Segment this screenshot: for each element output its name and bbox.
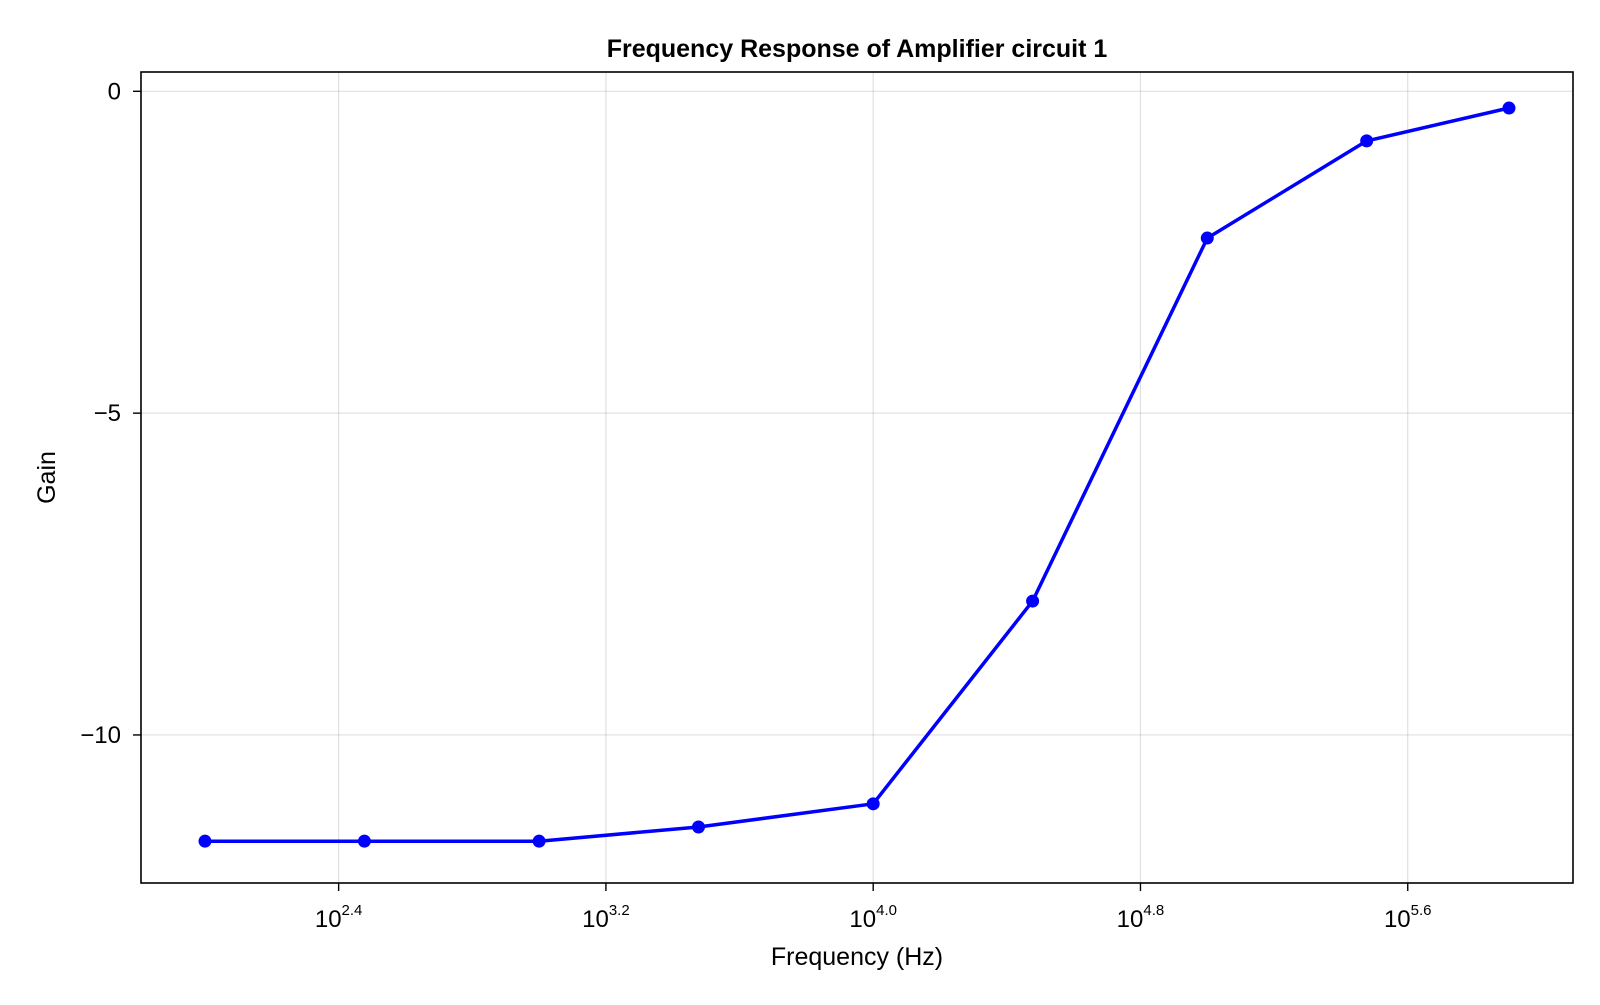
plot-frame <box>140 71 1574 884</box>
x-tick-label: 104.0 <box>849 902 897 933</box>
data-point <box>1026 594 1040 608</box>
data-point <box>1360 134 1374 148</box>
tick-layer: 102.4 103.2 104.0 104.8 105.60−5−10 <box>80 78 1431 933</box>
y-tick-label: −5 <box>94 400 121 427</box>
x-tick-base: 10 <box>849 906 876 933</box>
x-tick-exponent: 3.2 <box>609 902 630 919</box>
data-point <box>532 834 546 848</box>
data-point <box>357 834 371 848</box>
x-tick-exponent: 2.4 <box>342 902 363 919</box>
x-axis-label: Frequency (Hz) <box>771 943 943 971</box>
series-layer <box>198 101 1516 848</box>
data-point <box>866 797 880 811</box>
x-tick-base: 10 <box>582 906 609 933</box>
x-tick-base: 10 <box>1384 906 1411 933</box>
x-tick-base: 10 <box>315 906 342 933</box>
x-tick-label: 102.4 <box>315 902 363 933</box>
data-point <box>198 834 212 848</box>
data-point <box>691 820 705 834</box>
x-tick-label: 105.6 <box>1384 902 1432 933</box>
y-tick-label: 0 <box>108 78 121 105</box>
y-tick-label: −10 <box>80 722 121 749</box>
x-tick-exponent: 5.6 <box>1411 902 1432 919</box>
y-axis-label: Gain <box>33 451 61 504</box>
x-tick-base: 10 <box>1117 906 1144 933</box>
x-tick-label: 103.2 <box>582 902 630 933</box>
data-point <box>1200 231 1214 245</box>
x-tick-exponent: 4.0 <box>876 902 897 919</box>
series-line <box>205 106 1510 843</box>
chart-title: Frequency Response of Amplifier circuit … <box>607 35 1108 63</box>
x-tick-exponent: 4.8 <box>1143 902 1164 919</box>
data-point <box>1502 101 1516 115</box>
x-tick-label: 104.8 <box>1117 902 1165 933</box>
grid-layer <box>141 72 1573 883</box>
